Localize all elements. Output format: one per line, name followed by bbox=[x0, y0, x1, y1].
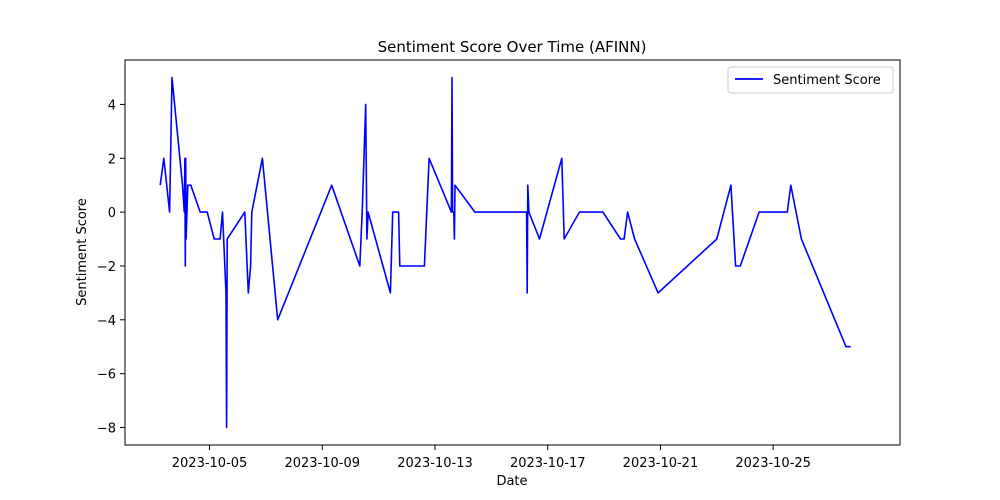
y-tick-label: −2 bbox=[97, 260, 116, 275]
y-axis: 4 2 0 −2 −4 −6 −8 bbox=[97, 98, 125, 437]
x-tick-label: 2023-10-13 bbox=[397, 456, 473, 471]
x-tick-label: 2023-10-17 bbox=[510, 456, 586, 471]
y-tick-label: −4 bbox=[97, 314, 116, 329]
series-line-sentiment-score bbox=[159, 76, 851, 429]
y-tick-label: −6 bbox=[97, 368, 116, 383]
series-layer bbox=[159, 76, 851, 429]
legend-box bbox=[727, 66, 894, 94]
x-tick-label: 2023-10-25 bbox=[735, 456, 811, 471]
x-tick-label: 2023-10-09 bbox=[284, 456, 360, 471]
plot-area bbox=[124, 59, 901, 446]
x-tick-label: 2023-10-05 bbox=[172, 456, 248, 471]
legend-label-sentiment-score: Sentiment Score bbox=[773, 73, 881, 88]
x-axis-label: Date bbox=[496, 474, 527, 489]
y-axis-label: Sentiment Score bbox=[75, 198, 90, 306]
legend: Sentiment Score bbox=[727, 66, 894, 94]
y-tick-label: 2 bbox=[108, 152, 116, 167]
plot-frame bbox=[124, 59, 901, 446]
x-axis: 2023-10-05 2023-10-09 2023-10-13 2023-10-17… bbox=[172, 445, 811, 471]
y-tick-label: 0 bbox=[108, 206, 116, 221]
y-tick-label: −8 bbox=[97, 422, 116, 437]
x-tick-label: 2023-10-21 bbox=[623, 456, 699, 471]
y-tick-label: 4 bbox=[108, 98, 116, 113]
chart-title: Sentiment Score Over Time (AFINN) bbox=[378, 38, 647, 56]
